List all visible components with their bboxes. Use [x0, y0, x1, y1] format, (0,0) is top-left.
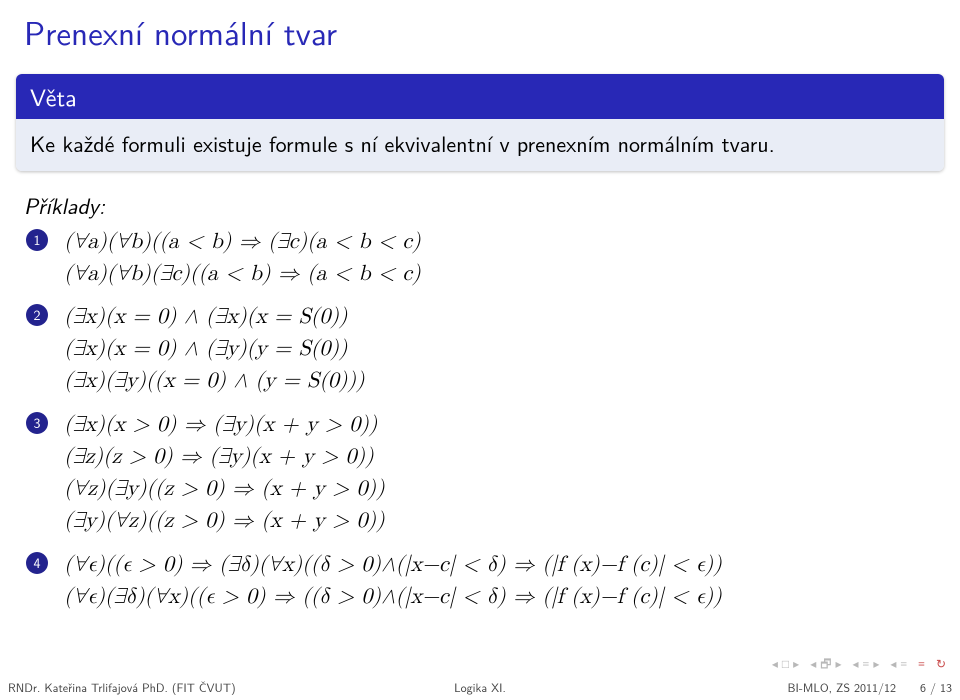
nav-fwd-icon[interactable]: ◂≡ [890, 657, 911, 671]
theorem-body: Ke každé formuli existuje formule s ní e… [16, 119, 944, 171]
nav-loop-icon[interactable]: ↻ [936, 657, 950, 671]
badge-3: 3 [26, 412, 48, 434]
examples-label: Příklady: [0, 189, 960, 227]
ex2-line1: (∃x)(x = 0) ∧ (∃x)(x = S(0)) [64, 302, 936, 334]
ex2-line3: (∃x)(∃y)((x = 0) ∧ (y = S(0))) [64, 366, 936, 398]
nav-back-icon[interactable]: ◂≡▸ [853, 657, 884, 671]
footer: RNDr. Kateřina Trlifajová PhD. (FIT ČVUT… [0, 678, 960, 700]
ex1-line1: (∀a)(∀b)((a < b) ⇒ (∃c)(a < b < c) [64, 227, 936, 259]
example-item-2: 2 (∃x)(x = 0) ∧ (∃x)(x = S(0)) (∃x)(x = … [64, 302, 936, 398]
footer-center: Logika XI. [446, 678, 514, 700]
theorem-head: Věta [16, 74, 944, 119]
ex2-line2: (∃x)(x = 0) ∧ (∃y)(y = S(0)) [64, 334, 936, 366]
ex3-line2: (∃z)(z > 0) ⇒ (∃y)(x + y > 0)) [64, 442, 936, 474]
ex1-line2: (∀a)(∀b)(∃c)((a < b) ⇒ (a < b < c) [64, 259, 936, 291]
theorem-block: Věta Ke každé formuli existuje formule s… [16, 74, 944, 171]
nav-here-icon: ≡ [918, 657, 929, 671]
ex3-line3: (∀z)(∃y)((z > 0) ⇒ (x + y > 0)) [64, 474, 936, 506]
example-item-1: 1 (∀a)(∀b)((a < b) ⇒ (∃c)(a < b < c) (∀a… [64, 227, 936, 291]
footer-left: RNDr. Kateřina Trlifajová PhD. (FIT ČVUT… [0, 678, 446, 700]
slide: Prenexní normální tvar Věta Ke každé for… [0, 0, 960, 700]
nav-icons: ◂□▸ ◂🗗▸ ◂≡▸ ◂≡ ≡ ↻ [772, 655, 950, 676]
badge-1: 1 [26, 229, 48, 251]
badge-4: 4 [26, 552, 48, 574]
ex4-line2: (∀ϵ)(∃δ)(∀x)((ϵ > 0) ⇒ ((δ > 0)∧(|x−c| <… [64, 582, 936, 614]
ex3-line4: (∃y)(∀z)((z > 0) ⇒ (x + y > 0)) [64, 506, 936, 538]
badge-2: 2 [26, 304, 48, 326]
footer-right: BI-MLO, ZS 2011/12 6 / 13 [514, 678, 960, 700]
ex4-line1: (∀ϵ)((ϵ > 0) ⇒ (∃δ)(∀x)((δ > 0)∧(|x−c| <… [64, 550, 936, 582]
slide-title: Prenexní normální tvar [0, 0, 960, 74]
nav-prev-icon[interactable]: ◂🗗▸ [810, 657, 845, 671]
example-item-3: 3 (∃x)(x > 0) ⇒ (∃y)(x + y > 0)) (∃z)(z … [64, 410, 936, 538]
nav-prev-section-icon[interactable]: ◂□▸ [772, 657, 803, 671]
examples-list: 1 (∀a)(∀b)((a < b) ⇒ (∃c)(a < b < c) (∀a… [0, 227, 960, 614]
example-item-4: 4 (∀ϵ)((ϵ > 0) ⇒ (∃δ)(∀x)((δ > 0)∧(|x−c|… [64, 550, 936, 614]
ex3-line1: (∃x)(x > 0) ⇒ (∃y)(x + y > 0)) [64, 410, 936, 442]
